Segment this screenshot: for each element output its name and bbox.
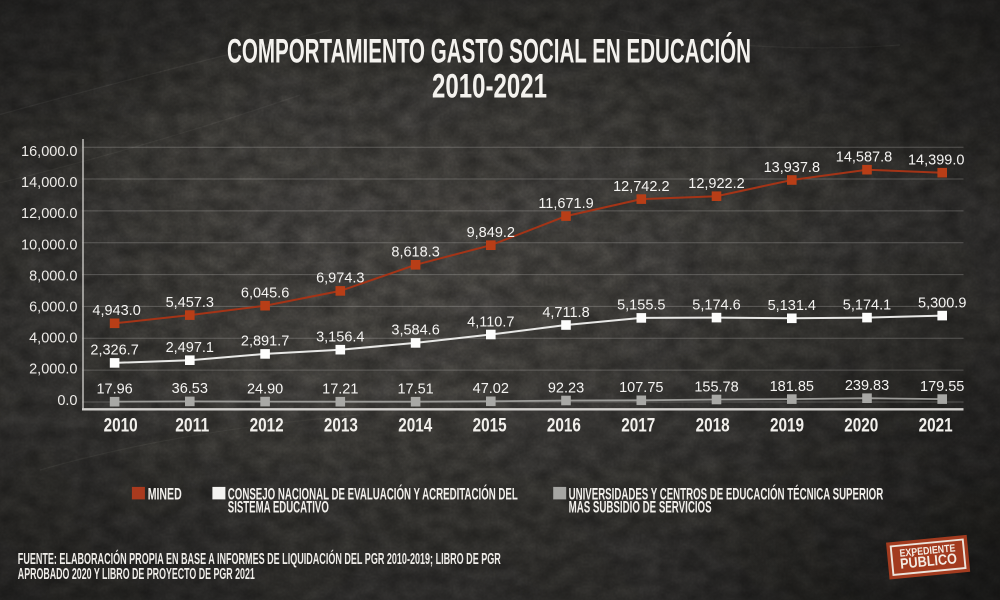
svg-text:17.96: 17.96 xyxy=(96,382,132,398)
svg-text:2013: 2013 xyxy=(324,415,358,437)
svg-text:12,000.0: 12,000.0 xyxy=(21,206,77,222)
svg-text:179.55: 179.55 xyxy=(920,379,964,395)
svg-text:14,399.0: 14,399.0 xyxy=(908,153,964,169)
svg-text:2014: 2014 xyxy=(398,415,432,437)
svg-text:17.51: 17.51 xyxy=(397,382,433,398)
svg-text:2,326.7: 2,326.7 xyxy=(90,343,138,359)
svg-text:UNIVERSIDADES Y CENTROS DE EDU: UNIVERSIDADES Y CENTROS DE EDUCACIÓN TÉC… xyxy=(569,484,884,503)
svg-text:5,131.4: 5,131.4 xyxy=(768,298,816,314)
svg-text:8,618.3: 8,618.3 xyxy=(391,245,439,261)
svg-text:2018: 2018 xyxy=(696,415,730,437)
svg-text:2,000.0: 2,000.0 xyxy=(29,362,77,378)
svg-text:10,000.0: 10,000.0 xyxy=(21,237,77,253)
svg-text:SISTEMA EDUCATIVO: SISTEMA EDUCATIVO xyxy=(228,498,329,517)
svg-text:9,849.2: 9,849.2 xyxy=(467,225,515,241)
svg-text:24.90: 24.90 xyxy=(247,381,283,397)
svg-text:2010: 2010 xyxy=(104,415,138,437)
svg-text:COMPORTAMIENTO GASTO SOCIAL EN: COMPORTAMIENTO GASTO SOCIAL EN EDUCACIÓN xyxy=(227,33,751,71)
svg-text:6,045.6: 6,045.6 xyxy=(241,286,289,302)
svg-text:12,922.2: 12,922.2 xyxy=(688,176,744,192)
svg-text:5,300.9: 5,300.9 xyxy=(918,295,966,311)
svg-text:16,000.0: 16,000.0 xyxy=(21,144,77,160)
svg-text:4,000.0: 4,000.0 xyxy=(29,331,77,347)
svg-text:17.21: 17.21 xyxy=(322,382,358,398)
svg-text:FUENTE: ELABORACIÓN PROPIA EN: FUENTE: ELABORACIÓN PROPIA EN BASE A INF… xyxy=(18,550,501,568)
svg-text:36.53: 36.53 xyxy=(172,381,208,397)
svg-text:2010-2021: 2010-2021 xyxy=(432,68,547,106)
svg-text:PÚBLICO: PÚBLICO xyxy=(899,549,957,572)
svg-text:4,711.8: 4,711.8 xyxy=(542,305,589,321)
svg-text:2017: 2017 xyxy=(621,415,655,437)
svg-text:47.02: 47.02 xyxy=(473,381,509,397)
svg-text:4,943.0: 4,943.0 xyxy=(92,303,140,319)
svg-text:0.0: 0.0 xyxy=(57,393,77,409)
svg-text:2,891.7: 2,891.7 xyxy=(241,334,289,350)
svg-text:4,110.7: 4,110.7 xyxy=(467,314,514,330)
svg-text:APROBADO 2020 Y LIBRO DE PROYE: APROBADO 2020 Y LIBRO DE PROYECTO DE PGR… xyxy=(18,566,255,583)
svg-text:5,174.1: 5,174.1 xyxy=(843,297,891,313)
svg-text:2015: 2015 xyxy=(473,415,507,437)
svg-text:5,155.5: 5,155.5 xyxy=(617,298,665,314)
svg-text:CONSEJO NACIONAL DE EVALUACIÓN: CONSEJO NACIONAL DE EVALUACIÓN Y ACREDIT… xyxy=(228,484,518,503)
svg-text:5,457.3: 5,457.3 xyxy=(166,295,214,311)
svg-text:13,937.8: 13,937.8 xyxy=(764,160,820,176)
svg-text:181.85: 181.85 xyxy=(770,379,814,395)
svg-text:2012: 2012 xyxy=(250,415,284,437)
svg-text:2,497.1: 2,497.1 xyxy=(166,340,214,356)
svg-text:92.23: 92.23 xyxy=(548,380,584,396)
svg-text:5,174.6: 5,174.6 xyxy=(692,297,740,313)
svg-text:6,000.0: 6,000.0 xyxy=(29,300,77,316)
svg-text:2011: 2011 xyxy=(175,415,209,437)
svg-text:8,000.0: 8,000.0 xyxy=(29,268,77,284)
svg-text:3,584.6: 3,584.6 xyxy=(391,323,439,339)
svg-text:11,671.9: 11,671.9 xyxy=(538,196,593,212)
svg-text:EXPEDIENTE: EXPEDIENTE xyxy=(899,542,956,559)
svg-text:14,000.0: 14,000.0 xyxy=(21,175,77,191)
svg-text:12,742.2: 12,742.2 xyxy=(613,179,669,195)
svg-text:MÁS SUBSIDIO DE SERVICIOS: MÁS SUBSIDIO DE SERVICIOS xyxy=(569,498,712,517)
svg-text:107.75: 107.75 xyxy=(619,380,663,396)
svg-text:MINED: MINED xyxy=(148,484,182,503)
svg-text:2016: 2016 xyxy=(547,415,581,437)
svg-text:2021: 2021 xyxy=(919,415,953,437)
svg-text:2019: 2019 xyxy=(770,415,804,437)
svg-text:6,974.3: 6,974.3 xyxy=(316,271,364,287)
svg-text:3,156.4: 3,156.4 xyxy=(316,330,364,346)
svg-text:2020: 2020 xyxy=(844,415,878,437)
svg-text:14,587.8: 14,587.8 xyxy=(836,150,892,166)
svg-text:239.83: 239.83 xyxy=(845,378,889,394)
svg-text:155.78: 155.78 xyxy=(694,379,738,395)
